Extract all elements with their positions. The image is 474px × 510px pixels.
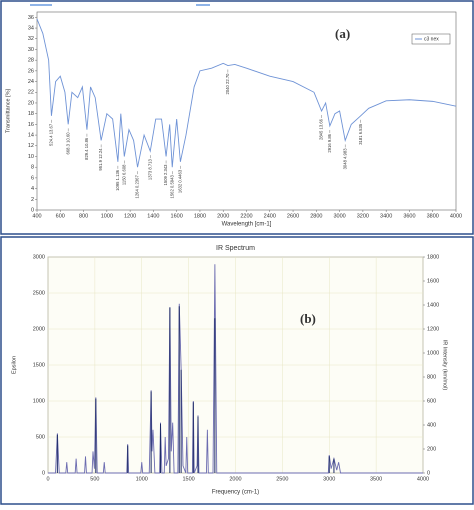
y2-tick-label: 200 (427, 446, 436, 452)
y-tick-label: 0 (31, 207, 34, 213)
toolbar-mark (196, 4, 210, 6)
x-tick-label: 1400 (147, 213, 159, 219)
x-tick-label: 2200 (240, 213, 252, 219)
y2-tick-label: 400 (427, 422, 436, 428)
y-tick-label: 1500 (33, 362, 45, 368)
y-tick-label: 6 (31, 175, 34, 181)
y-tick-label: 28 (28, 58, 34, 64)
x-tick-label: 1000 (136, 476, 148, 482)
y2-tick-label: 800 (427, 374, 436, 380)
annotation: 2040 22.70 (225, 73, 230, 95)
x-tick-label: 1600 (171, 213, 183, 219)
annotation: 524.4 13.67 (49, 123, 54, 146)
legend-label: c3 nex (424, 36, 439, 42)
y2-tick-label: 1800 (427, 254, 439, 260)
annotation: 2845 13.66 (319, 118, 324, 140)
x-tick-label: 4000 (450, 213, 462, 219)
x-tick-label: 400 (32, 213, 41, 219)
y-tick-label: 32 (28, 36, 34, 42)
y-tick-label: 36 (28, 15, 34, 21)
y-tick-label: 2500 (33, 290, 45, 296)
legend: c3 nex (411, 33, 451, 45)
x-tick-label: 3600 (403, 213, 415, 219)
x-tick-label: 500 (90, 476, 99, 482)
annotation: 2916 9.86 (327, 133, 332, 152)
y-tick-label: 26 (28, 68, 34, 74)
annotation: 1095 1.136 (115, 169, 120, 191)
x-tick-label: 2800 (310, 213, 322, 219)
y-tick-label: 24 (28, 79, 34, 85)
x-tick-label: 3500 (370, 476, 382, 482)
legend-box (411, 33, 451, 45)
annotation: 1150 6.608 (121, 164, 126, 185)
plot-area (36, 11, 457, 211)
y-tick-label: 22 (28, 90, 34, 96)
y-axis-label: Epsilon (11, 356, 17, 374)
y2-tick-label: 0 (427, 470, 430, 476)
panel-label: (a) (335, 26, 350, 41)
annotation: 3048 4.983 (342, 148, 347, 170)
y2-tick-label: 1000 (427, 350, 439, 356)
y-tick-label: 12 (28, 143, 34, 149)
y-tick-label: 2 (31, 197, 34, 203)
y-tick-label: 30 (28, 47, 34, 53)
y2-tick-label: 1200 (427, 326, 439, 332)
panel-label: (b) (300, 311, 316, 326)
x-tick-label: 600 (56, 213, 65, 219)
annotation: 1632 0.4463 (178, 169, 183, 193)
x-tick-label: 2000 (217, 213, 229, 219)
annotation: 951.9 12.24 (98, 148, 103, 171)
y-tick-label: 18 (28, 111, 34, 117)
y2-tick-label: 1600 (427, 278, 439, 284)
x-tick-label: 2000 (229, 476, 241, 482)
annotation: 1562 0.5943 (169, 175, 174, 199)
x-tick-label: 3800 (427, 213, 439, 219)
y-tick-label: 16 (28, 122, 34, 128)
annotation: 829.4 10.86 (84, 137, 89, 160)
y2-tick-label: 1400 (427, 302, 439, 308)
annotation: 668.3 10.60 (65, 132, 70, 155)
x-axis-label: Wavelength [cm-1] (222, 222, 272, 228)
x-tick-label: 2600 (287, 213, 299, 219)
y-tick-label: 14 (28, 133, 34, 139)
toolbar-mark (30, 4, 52, 6)
series-line (48, 264, 423, 474)
y-tick-label: 8 (31, 165, 34, 171)
x-tick-label: 1200 (124, 213, 136, 219)
y-tick-label: 3000 (33, 254, 45, 260)
x-tick-label: 0 (46, 476, 49, 482)
x-tick-label: 1800 (194, 213, 206, 219)
x-tick-label: 4000 (417, 476, 429, 482)
x-tick-label: 2400 (264, 213, 276, 219)
x-tick-label: 800 (79, 213, 88, 219)
series-line (36, 18, 457, 168)
y-tick-label: 2000 (33, 326, 45, 332)
y-tick-label: 500 (36, 434, 45, 440)
x-tick-label: 1500 (183, 476, 195, 482)
y-tick-label: 20 (28, 100, 34, 106)
x-axis-label: Frequency (cm-1) (212, 490, 259, 496)
x-tick-label: 3000 (333, 213, 345, 219)
annotation: 1509 2.343 (163, 164, 168, 186)
y-tick-label: 1000 (33, 398, 45, 404)
x-tick-label: 3000 (323, 476, 335, 482)
y-tick-label: 4 (31, 186, 34, 192)
y2-tick-label: 600 (427, 398, 436, 404)
x-tick-label: 1000 (101, 213, 113, 219)
chart-title: IR Spectrum (216, 245, 255, 252)
y-tick-label: 34 (28, 26, 34, 32)
annotation: 3181 6.535 (358, 123, 363, 145)
x-tick-label: 3200 (357, 213, 369, 219)
annotation: 1264 0.2367 (135, 175, 140, 199)
y-tick-label: 0 (42, 470, 45, 476)
x-tick-label: 3400 (380, 213, 392, 219)
annotation: 1373 8.713 (147, 158, 152, 180)
y-tick-label: 10 (28, 154, 34, 160)
y-axis-label: Transmittance [%] (5, 88, 11, 133)
y2-axis-label: IR Intensity (km/mol) (442, 340, 448, 391)
x-tick-label: 2500 (276, 476, 288, 482)
